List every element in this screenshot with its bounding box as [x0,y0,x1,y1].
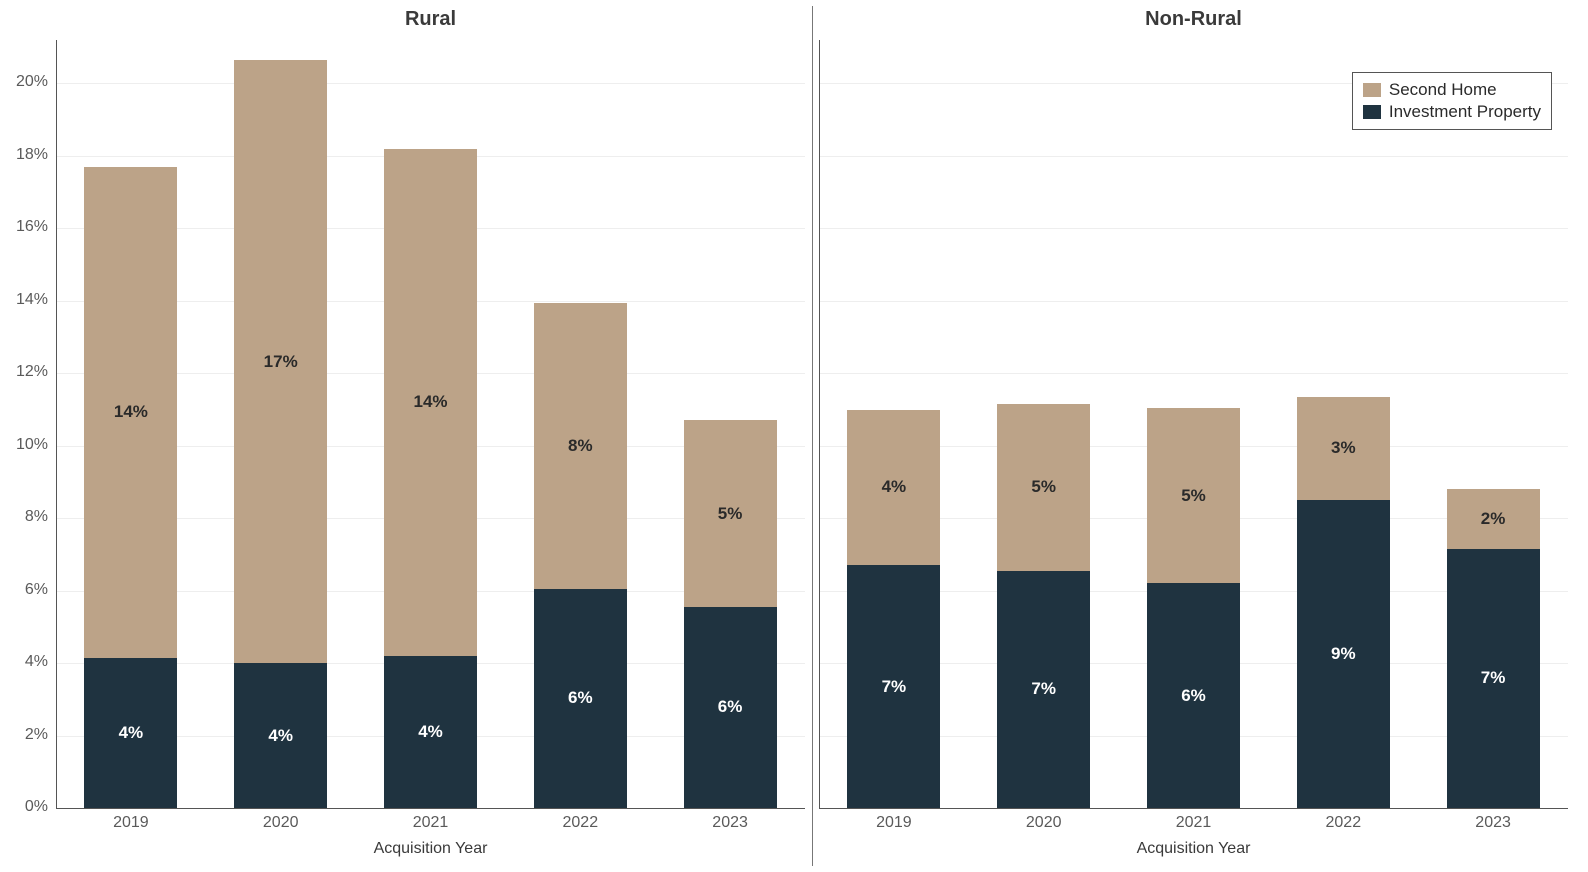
bar-label-investment: 4% [418,722,443,742]
panel-title: Non-Rural [819,8,1568,31]
gridline [819,228,1568,229]
legend-item: Investment Property [1363,101,1541,123]
bar-label-second-home: 14% [114,402,148,422]
legend: Second HomeInvestment Property [1352,72,1552,130]
gridline [819,156,1568,157]
x-axis-line [819,808,1568,809]
bar-label-second-home: 14% [413,392,447,412]
bar-label-investment: 7% [882,677,907,697]
stacked-bar-chart: 0%2%4%6%8%10%12%14%16%18%20%4%14%4%17%4%… [0,0,1588,872]
x-tick-label: 2023 [712,814,748,832]
x-axis-line [56,808,805,809]
panel-divider [812,6,813,866]
legend-item: Second Home [1363,79,1541,101]
y-axis-line [56,40,57,808]
bar-label-second-home: 17% [264,352,298,372]
bar-label-investment: 6% [568,688,593,708]
gridline [819,373,1568,374]
bar-label-second-home: 4% [882,477,907,497]
bar-label-second-home: 2% [1481,509,1506,529]
legend-swatch [1363,83,1381,97]
legend-label: Investment Property [1389,101,1541,123]
bar-label-second-home: 3% [1331,438,1356,458]
bar-label-second-home: 5% [1181,486,1206,506]
x-tick-label: 2020 [263,814,299,832]
legend-swatch [1363,105,1381,119]
bar-label-investment: 6% [1181,686,1206,706]
x-tick-label: 2021 [413,814,449,832]
x-tick-label: 2020 [1026,814,1062,832]
legend-label: Second Home [1389,79,1497,101]
bar-label-investment: 6% [718,697,743,717]
x-axis-label: Acquisition Year [819,840,1568,858]
y-axis-line [819,40,820,808]
bar-label-second-home: 5% [718,504,743,524]
panel-rural: 4% 14% 4% 17% 4% 14% 6% 8% 6% 5% [56,40,805,808]
y-tick-label: 10% [0,436,48,454]
x-axis-label: Acquisition Year [56,840,805,858]
gridline [819,301,1568,302]
y-tick-label: 18% [0,146,48,164]
y-tick-label: 12% [0,363,48,381]
bar-label-second-home: 5% [1031,477,1056,497]
x-tick-label: 2019 [113,814,149,832]
y-tick-label: 6% [0,581,48,599]
x-tick-label: 2022 [1326,814,1362,832]
y-tick-label: 0% [0,798,48,816]
y-tick-label: 2% [0,726,48,744]
y-tick-label: 16% [0,218,48,236]
y-tick-label: 20% [0,73,48,91]
bar-label-investment: 4% [119,723,144,743]
bar-label-investment: 7% [1481,668,1506,688]
y-tick-label: 4% [0,653,48,671]
bar-label-investment: 4% [268,726,293,746]
y-tick-label: 8% [0,508,48,526]
bar-label-investment: 7% [1031,679,1056,699]
panel-title: Rural [56,8,805,31]
bar-label-investment: 9% [1331,644,1356,664]
gridline [56,83,805,84]
bar-label-second-home: 8% [568,436,593,456]
panel-non-rural: 7% 4% 7% 5% 6% 5% 9% 3% 7% 2% [819,40,1568,808]
x-tick-label: 2023 [1475,814,1511,832]
x-tick-label: 2019 [876,814,912,832]
x-tick-label: 2022 [563,814,599,832]
y-tick-label: 14% [0,291,48,309]
x-tick-label: 2021 [1176,814,1212,832]
